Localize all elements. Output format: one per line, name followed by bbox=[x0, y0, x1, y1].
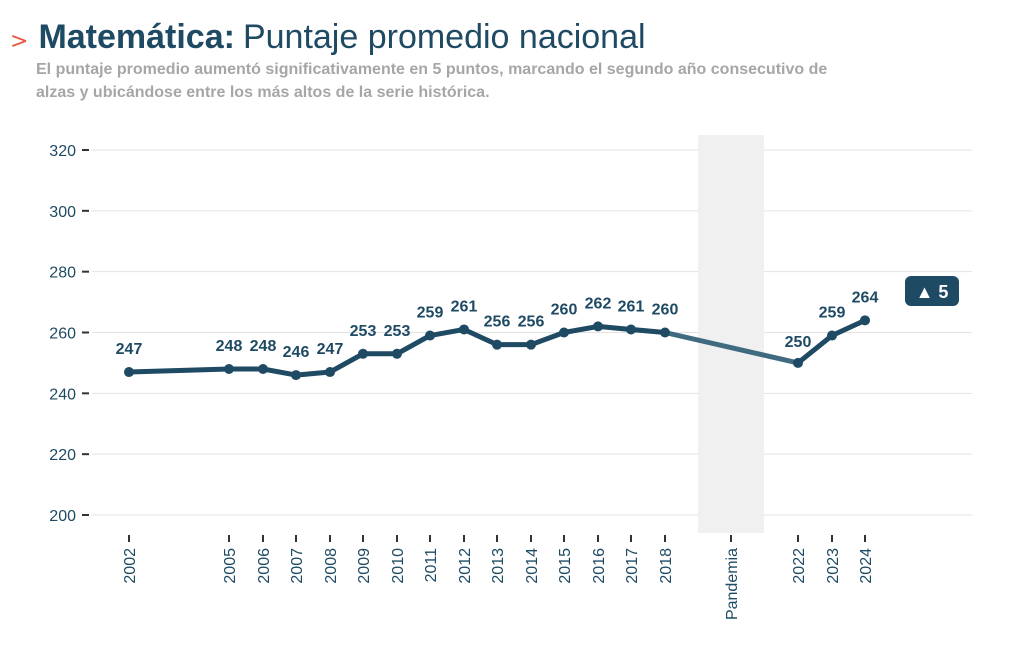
chart-subtitle: El puntaje promedio aumentó significativ… bbox=[36, 61, 828, 101]
data-point bbox=[425, 330, 435, 341]
x-tick-label: 2010 bbox=[390, 548, 407, 584]
data-point bbox=[492, 339, 502, 350]
series-line-segment bbox=[795, 333, 835, 366]
data-point bbox=[392, 348, 402, 359]
series-line-gap-segment bbox=[662, 330, 801, 366]
x-tick-label: 2017 bbox=[624, 548, 641, 584]
data-label: 260 bbox=[652, 302, 679, 319]
x-tick-label: 2005 bbox=[222, 548, 239, 584]
data-points bbox=[124, 315, 870, 381]
series-line-segment bbox=[260, 366, 299, 378]
x-tick-label: 2015 bbox=[557, 548, 574, 584]
series-line-segment bbox=[461, 326, 500, 348]
x-tick-label: 2006 bbox=[256, 548, 273, 584]
series-line-segment bbox=[327, 351, 366, 375]
data-label: 256 bbox=[518, 314, 545, 331]
data-label: 253 bbox=[350, 323, 377, 340]
chart-header: > Matemática: Puntaje promedio nacional bbox=[10, 18, 1010, 57]
y-axis: 200 220 240 260 280 300 320 bbox=[49, 143, 89, 525]
x-tick-label: 2008 bbox=[323, 548, 340, 584]
series-line-layer bbox=[126, 317, 868, 378]
data-labels: 247 248 248 246 247 253 253 259 261 256 256 260 262 2… bbox=[116, 289, 879, 361]
data-point bbox=[325, 367, 335, 378]
x-tick-label: 2011 bbox=[423, 548, 440, 583]
data-point bbox=[224, 364, 234, 374]
x-axis: 2002 2005 2006 2007 2008 2009 2010 2011 2012 2013… bbox=[122, 535, 875, 620]
x-tick-label: 2013 bbox=[490, 548, 507, 584]
x-tick-label: 2023 bbox=[825, 548, 842, 584]
y-tick-label: 240 bbox=[49, 386, 76, 403]
title-subject: Matemática: bbox=[38, 18, 235, 56]
data-point bbox=[124, 367, 134, 378]
pandemic-band-layer bbox=[698, 135, 764, 533]
x-tick-label: 2016 bbox=[591, 548, 608, 584]
series-line-segment bbox=[628, 326, 668, 335]
data-point bbox=[526, 339, 536, 350]
change-badge-box bbox=[905, 276, 959, 306]
data-point bbox=[860, 315, 870, 326]
data-label: 248 bbox=[216, 338, 243, 355]
data-label: 246 bbox=[283, 344, 310, 361]
data-point bbox=[358, 348, 368, 359]
series-line-segment bbox=[528, 330, 567, 348]
data-point bbox=[827, 330, 837, 341]
x-tick-label: 2024 bbox=[858, 548, 875, 584]
pandemic-band bbox=[698, 135, 764, 533]
y-tick-label: 300 bbox=[49, 204, 76, 221]
data-point bbox=[593, 321, 603, 332]
title-arrow-icon: > bbox=[10, 29, 29, 54]
data-label: 247 bbox=[116, 341, 143, 358]
x-tick-label: 2002 bbox=[122, 548, 139, 584]
data-label: 262 bbox=[585, 295, 612, 312]
x-tick-label: Pandemia bbox=[724, 548, 741, 620]
y-tick-label: 220 bbox=[49, 447, 76, 464]
data-point bbox=[660, 327, 670, 338]
x-tick-label: 2022 bbox=[791, 548, 808, 584]
data-label: 247 bbox=[317, 341, 344, 358]
data-label: 256 bbox=[484, 314, 511, 331]
data-label: 248 bbox=[250, 338, 277, 355]
data-point bbox=[626, 324, 636, 335]
data-label: 261 bbox=[451, 298, 478, 315]
data-point bbox=[291, 370, 301, 381]
series-line-segment bbox=[561, 323, 601, 335]
series-line-segment bbox=[595, 323, 634, 332]
data-label: 259 bbox=[819, 305, 846, 322]
x-tick-label: 2009 bbox=[356, 548, 373, 584]
data-point bbox=[459, 324, 469, 335]
y-tick-label: 320 bbox=[49, 143, 76, 160]
x-tick-label: 2014 bbox=[524, 548, 541, 584]
data-label: 264 bbox=[852, 289, 879, 306]
series-line-segment bbox=[829, 317, 868, 339]
data-label: 250 bbox=[785, 334, 812, 351]
x-tick-label: 2012 bbox=[457, 548, 474, 584]
y-tick-label: 280 bbox=[49, 265, 76, 282]
data-label: 261 bbox=[618, 298, 645, 315]
grid-layer bbox=[92, 149, 972, 516]
data-point bbox=[258, 364, 268, 374]
series-line-segment bbox=[293, 369, 333, 378]
y-tick-label: 260 bbox=[49, 326, 76, 343]
x-tick-label: 2007 bbox=[289, 548, 306, 584]
series-line-segment bbox=[394, 333, 433, 357]
chart-title: > Matemática: Puntaje promedio nacional bbox=[10, 18, 1010, 57]
x-tick-label: 2018 bbox=[658, 548, 675, 584]
title-text: Puntaje promedio nacional bbox=[242, 18, 646, 56]
series-line-segment bbox=[126, 366, 232, 375]
data-label: 260 bbox=[551, 302, 578, 319]
change-badge: ▲ 5 bbox=[905, 276, 959, 306]
change-badge-label: ▲ 5 bbox=[916, 282, 949, 302]
y-tick-label: 200 bbox=[49, 508, 76, 525]
data-point bbox=[559, 327, 569, 338]
data-label: 253 bbox=[384, 323, 411, 340]
series-line-segment bbox=[427, 326, 467, 339]
data-label: 259 bbox=[417, 305, 444, 322]
data-point bbox=[793, 357, 803, 368]
